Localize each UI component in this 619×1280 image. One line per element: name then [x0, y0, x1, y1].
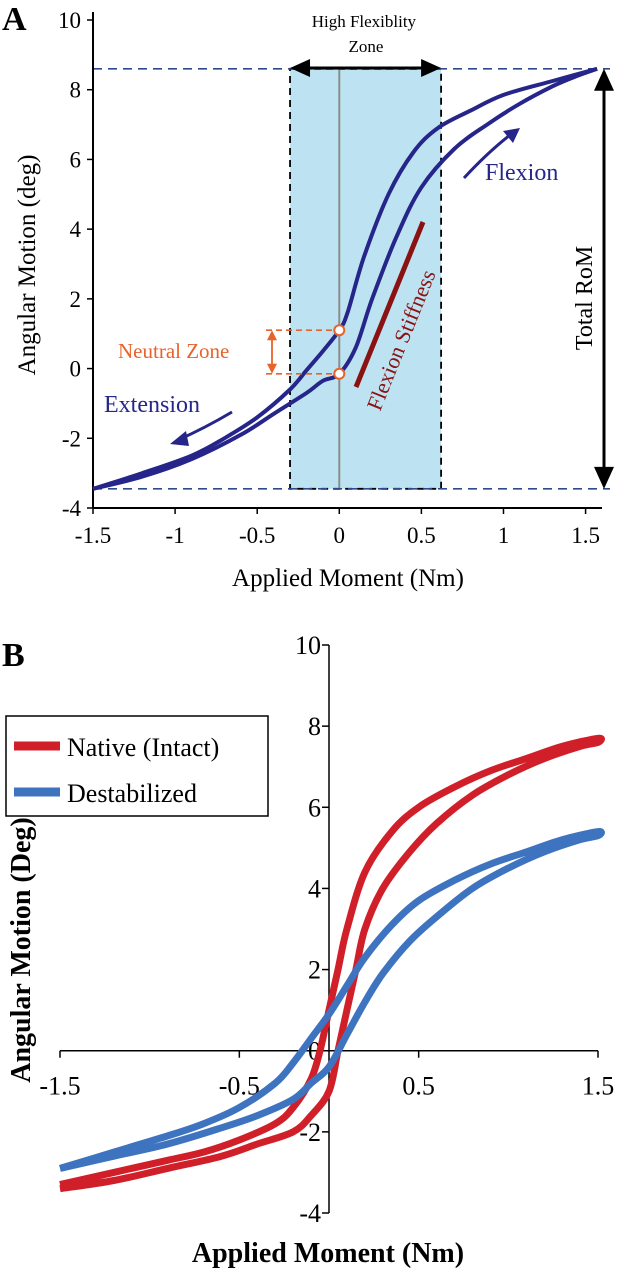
panel-a-x-tick-label: -1	[166, 523, 185, 548]
panel-b-x-tick-label: -1.5	[39, 1072, 80, 1101]
panel-a-x-tick-label: 0.5	[407, 523, 436, 548]
flexion-stiffness-line	[353, 221, 426, 388]
neutral-zone-label: Neutral Zone	[118, 339, 229, 363]
panel-a-axes: -4 -2 0 2 4 6 8 10 -1.5 -1 -0.5 0 0.5 1 1.5	[58, 8, 602, 548]
total-rom-arrowhead-up	[594, 68, 614, 91]
legend-label-native: Native (Intact)	[67, 733, 219, 762]
high-flexibility-zone	[289, 67, 442, 490]
neutral-zone-upper-point	[333, 324, 346, 337]
panel-b-y-tick-label: 8	[308, 712, 321, 741]
panel-a-x-tick-label: -1.5	[75, 523, 111, 548]
neutral-zone-arrowhead-up	[267, 330, 277, 341]
flexion-label: Flexion	[485, 160, 558, 186]
panel-b-x-tick-label: 1.5	[582, 1072, 615, 1101]
total-rom-arrowhead-down	[594, 466, 614, 489]
flexion-arrowhead	[503, 128, 520, 143]
destabilized-curve	[58, 828, 605, 1172]
high-flexibility-zone-arrowhead-left	[290, 59, 311, 77]
panel-b-y-tick-label: 10	[295, 631, 321, 660]
panel-a-x-tick-label: 0	[334, 523, 346, 548]
panel-a-x-tick-label: 1	[498, 523, 510, 548]
panel-a-y-axis-title: Angular Motion (deg)	[14, 155, 41, 376]
panel-a-label: A	[2, 1, 27, 38]
panel-a-y-tick-label: 8	[70, 78, 82, 103]
panel-a-y-tick-label: 6	[70, 147, 82, 172]
legend: Native (Intact) Destabilized	[5, 715, 269, 817]
high-flexibility-zone-label-line2: Zone	[349, 37, 384, 56]
legend-label-destabilized: Destabilized	[67, 779, 197, 808]
panel-b-y-axis-title: Angular Motion (Deg)	[6, 817, 37, 1082]
high-flexibility-zone-label-line1: High Flexiblity	[312, 12, 417, 31]
extension-label: Extension	[104, 392, 200, 418]
panel-b-y-tick-label: -4	[299, 1199, 321, 1228]
unloading-curve	[92, 66, 598, 491]
high-flexibility-zone-arrowhead-right	[421, 59, 442, 77]
panel-b-y-tick-label: 6	[308, 793, 321, 822]
panel-b-y-tick-label: 4	[308, 874, 321, 903]
total-rom-label: Total RoM	[572, 246, 598, 350]
panel-b-label: B	[2, 637, 25, 674]
panel-a-y-tick-label: 4	[70, 217, 82, 242]
neutral-zone-lower-point	[333, 367, 346, 380]
panel-a-y-tick-label: -2	[62, 426, 81, 451]
legend-box	[5, 715, 269, 817]
panel-a: A -4 -2 0 2 4 6 8 10 -1.5 -1 -0.5 0 0.5 1 1.5 Neutral …	[2, 1, 614, 592]
panel-a-y-tick-label: 10	[58, 8, 81, 33]
panel-a-x-tick-label: 1.5	[571, 523, 600, 548]
panel-a-x-tick-label: -0.5	[239, 523, 275, 548]
extension-arrowhead	[170, 431, 189, 446]
neutral-zone-arrowhead-down	[267, 363, 277, 374]
panel-a-y-tick-label: 0	[70, 357, 82, 382]
panel-a-y-tick-label: 2	[70, 287, 82, 312]
panel-a-x-axis-title: Applied Moment (Nm)	[232, 565, 464, 592]
high-flexibility-zone-label: High Flexiblity Zone	[312, 12, 421, 56]
panel-b-x-axis-title: Applied Moment (Nm)	[192, 1238, 464, 1269]
panel-a-y-tick-label: -4	[62, 496, 82, 521]
panel-b-y-tick-label: 2	[308, 956, 321, 985]
panel-b-x-tick-label: 0.5	[402, 1072, 435, 1101]
loading-curve	[92, 66, 598, 491]
